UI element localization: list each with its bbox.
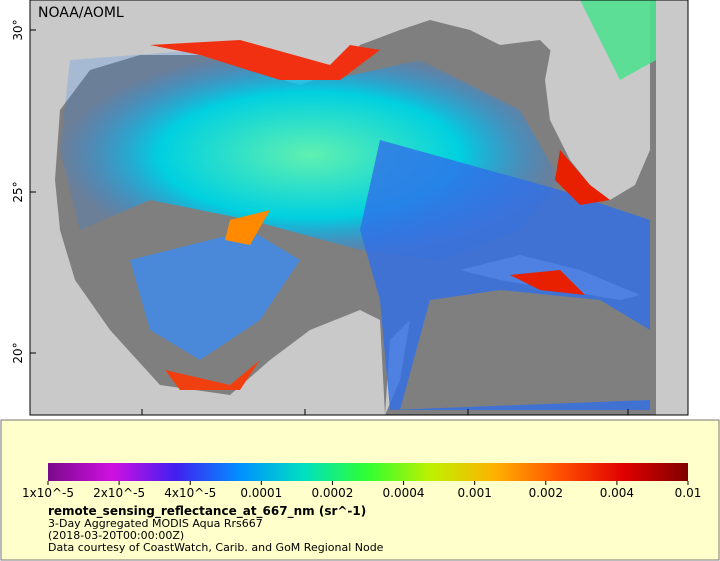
colorbar-label: 0.001 bbox=[457, 486, 491, 500]
reflectance-patch bbox=[225, 210, 270, 245]
colorbar-label: 4x10^-5 bbox=[164, 486, 216, 500]
colorbar bbox=[48, 463, 688, 481]
lat-label: 30° bbox=[11, 19, 25, 40]
colorbar-label: 0.0001 bbox=[240, 486, 282, 500]
reflectance-open bbox=[360, 140, 650, 410]
lat-label: 25° bbox=[11, 181, 25, 202]
map: NOAA/AOML bbox=[29, 0, 689, 416]
colorbar-label: 0.0004 bbox=[383, 486, 425, 500]
land-east bbox=[656, 0, 688, 415]
reflectance-coast-cuba bbox=[510, 270, 585, 295]
variable-name: remote_sensing_reflectance_at_667_nm (sr… bbox=[48, 504, 366, 519]
reflectance-coast-north bbox=[150, 40, 380, 80]
colorbar-ticks: 1x10^-5 2x10^-5 4x10^-5 0.0001 0.0002 0.0004 0… bbox=[22, 481, 701, 500]
reflectance-bay bbox=[130, 230, 300, 360]
colorbar-label: 0.004 bbox=[600, 486, 634, 500]
colorbar-label: 0.0002 bbox=[311, 486, 353, 500]
colorbar-label: 1x10^-5 bbox=[22, 486, 74, 500]
legend-line: (2018-03-20T00:00:00Z) bbox=[48, 529, 184, 542]
credit-box bbox=[32, 2, 124, 22]
legend-line: Data courtesy of CoastWatch, Carib. and … bbox=[48, 541, 384, 554]
colorbar-label: 0.002 bbox=[529, 486, 563, 500]
reflectance-coast-south bbox=[165, 360, 260, 390]
colorbar-label: 2x10^-5 bbox=[93, 486, 145, 500]
reflectance-east bbox=[580, 0, 656, 80]
legend-panel bbox=[0, 419, 720, 561]
colorbar-label: 0.01 bbox=[675, 486, 702, 500]
reflectance-coast-florida bbox=[555, 150, 610, 205]
legend-line: 3-Day Aggregated MODIS Aqua Rrs667 bbox=[48, 517, 263, 530]
credit: NOAA/AOML bbox=[38, 5, 124, 21]
map-frame bbox=[29, 0, 689, 416]
lat-label: 20° bbox=[11, 342, 25, 363]
